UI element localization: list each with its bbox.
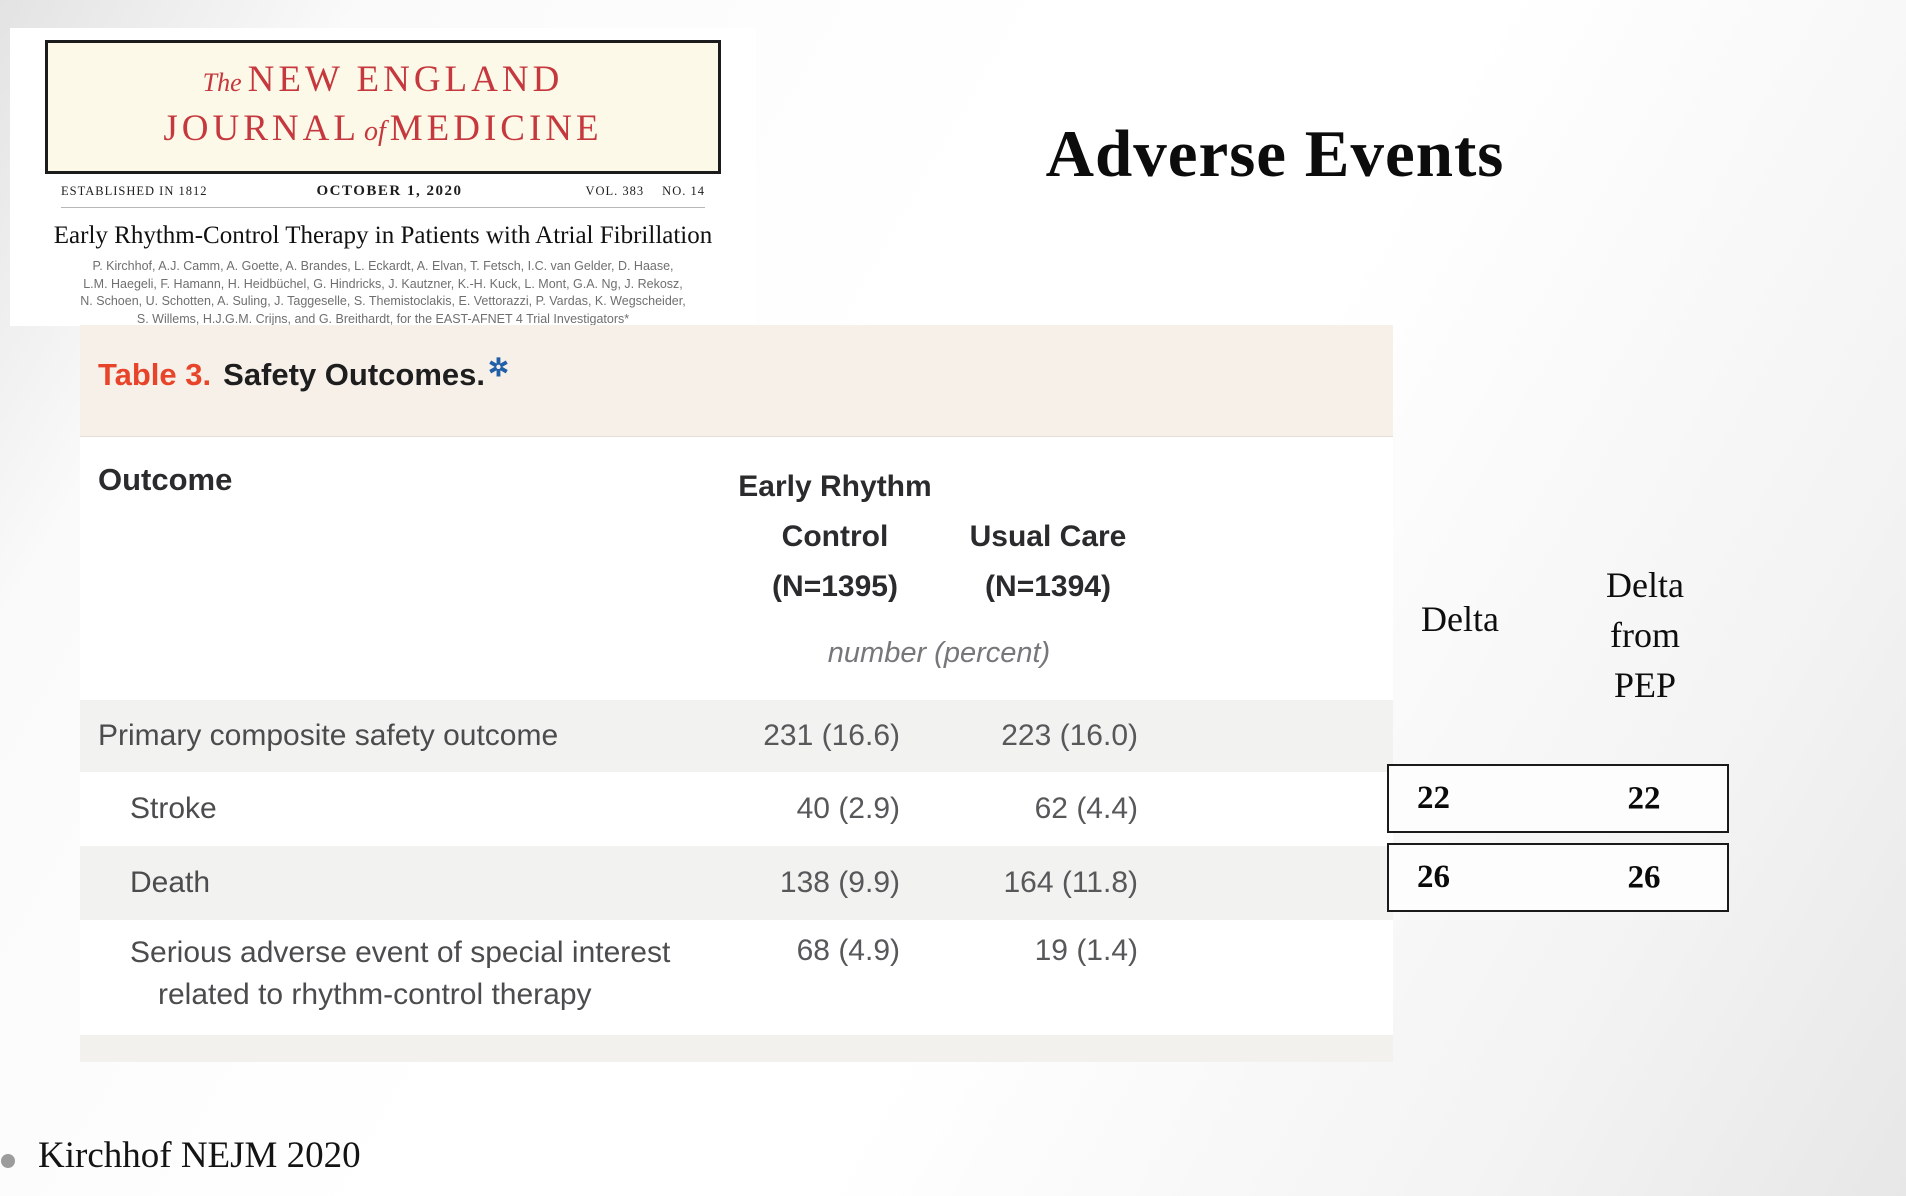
citation-text: Kirchhof NEJM 2020 [38, 1135, 361, 1176]
early-rhythm-control-value: 68 (4.9) [796, 934, 900, 967]
column-header-outcome: Outcome [98, 462, 233, 497]
table-row: Death 138 (9.9) 164 (11.8) [80, 846, 1393, 920]
header-line: (N=1394) [985, 570, 1111, 603]
table-caption-number: Table 3. [98, 357, 212, 392]
row-label: Primary composite safety outcome [98, 719, 559, 752]
row-label: Death [130, 866, 211, 899]
masthead-meta-row: ESTABLISHED IN 1812 OCTOBER 1, 2020 VOL.… [61, 182, 705, 208]
early-rhythm-control-value: 231 (16.6) [763, 719, 900, 752]
masthead-medicine: MEDICINE [389, 108, 603, 149]
volume-number: VOL. 383 NO. 14 [571, 182, 705, 200]
table-header: Outcome Early Rhythm Control (N=1395) Us… [80, 437, 1393, 700]
row-label: Serious adverse event of special interes… [130, 932, 670, 1016]
table-caption: Table 3. Safety Outcomes. ✲ [80, 325, 1393, 437]
established-label: ESTABLISHED IN 1812 [61, 184, 208, 198]
header-line: Control [781, 520, 889, 553]
masthead-line-2: JOURNAL of MEDICINE [48, 106, 718, 155]
article-title: Early Rhythm-Control Therapy in Patients… [53, 222, 713, 249]
masthead-of: of [363, 116, 386, 147]
issue-date: OCTOBER 1, 2020 [316, 183, 463, 199]
header-line: Early Rhythm [738, 470, 932, 503]
early-rhythm-control-value: 138 (9.9) [779, 866, 900, 899]
bullet-icon [1, 1154, 15, 1168]
usual-care-value: 223 (16.0) [1001, 719, 1138, 752]
unit-note: number (percent) [827, 637, 1051, 669]
header-line: Delta [1606, 565, 1684, 605]
author-line: L.M. Haegeli, F. Hamann, H. Heidbüchel, … [83, 276, 683, 291]
masthead-line-1: The NEW ENGLAND [48, 57, 718, 106]
masthead-new-england: NEW ENGLAND [247, 59, 564, 100]
table-bottom-strip [80, 1035, 1393, 1062]
column-header-usual-care: Usual Care (N=1394) [918, 512, 1178, 612]
usual-care-value: 62 (4.4) [1034, 792, 1138, 825]
slide-title: Adverse Events [1045, 117, 1505, 191]
author-list: P. Kirchhof, A.J. Camm, A. Goette, A. Br… [10, 258, 756, 328]
delta-value: 22 [1417, 780, 1450, 816]
delta-annotation-box-stroke: 22 22 [1387, 764, 1729, 833]
volume-label: VOL. 383 [585, 184, 645, 198]
author-line: P. Kirchhof, A.J. Camm, A. Goette, A. Br… [92, 259, 674, 273]
delta-annotation-box-death: 26 26 [1387, 843, 1729, 912]
usual-care-value: 19 (1.4) [1034, 934, 1138, 967]
table-caption-title: Safety Outcomes. [223, 357, 486, 392]
usual-care-value: 164 (11.8) [1003, 866, 1138, 899]
masthead-the: The [202, 68, 242, 97]
safety-outcomes-table: Table 3. Safety Outcomes. ✲ Outcome Early … [80, 325, 1393, 1062]
issue-number-label: NO. 14 [662, 184, 705, 198]
header-line: PEP [1613, 665, 1677, 705]
delta-from-pep-column-header: Delta from PEP [1545, 560, 1745, 710]
nejm-article-clip: The NEW ENGLAND JOURNAL of MEDICINE ESTABLI… [10, 28, 756, 326]
delta-value: 26 [1417, 859, 1450, 895]
table-row: Serious adverse event of special interes… [80, 920, 1393, 1035]
nejm-masthead: The NEW ENGLAND JOURNAL of MEDICINE [45, 40, 721, 174]
row-label-line-1: Serious adverse event of special interes… [130, 936, 671, 969]
delta-from-pep-value: 26 [1627, 859, 1661, 895]
delta-from-pep-value: 22 [1627, 780, 1661, 816]
column-header-early-rhythm-control: Early Rhythm Control (N=1395) [700, 462, 970, 612]
row-label: Stroke [130, 792, 217, 825]
row-label-line-2: related to rhythm-control therapy [158, 978, 592, 1011]
table-row: Primary composite safety outcome 231 (16… [80, 700, 1393, 772]
author-line: N. Schoen, U. Schotten, A. Suling, J. Ta… [80, 294, 686, 308]
masthead-journal: JOURNAL [163, 108, 360, 149]
header-line: from [1610, 615, 1680, 655]
early-rhythm-control-value: 40 (2.9) [796, 792, 900, 825]
header-line: Usual Care [969, 520, 1127, 553]
author-line: S. Willems, H.J.G.M. Crijns, and G. Brei… [136, 311, 630, 326]
footnote-asterisk-icon: ✲ [488, 354, 509, 382]
delta-column-header: Delta [1421, 599, 1499, 639]
table-row: Stroke 40 (2.9) 62 (4.4) [80, 772, 1393, 846]
header-line: (N=1395) [772, 570, 898, 603]
